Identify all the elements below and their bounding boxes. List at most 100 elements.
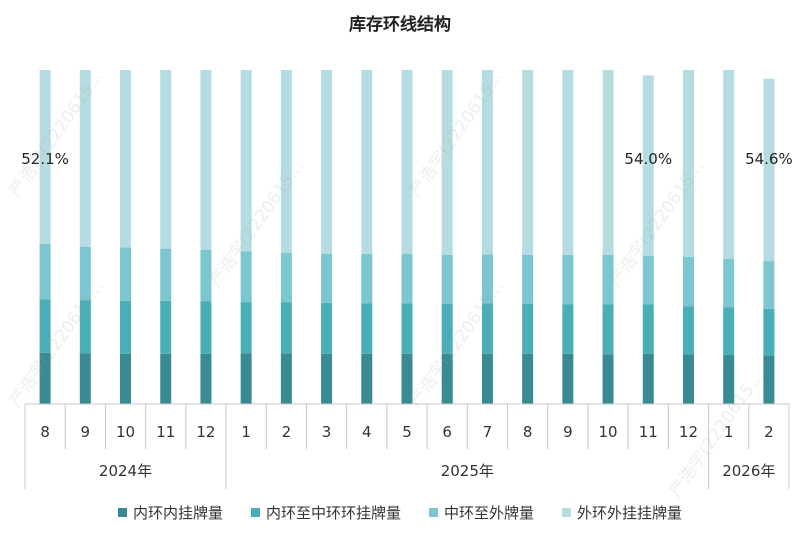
- bar-segment-s3-14: [602, 70, 614, 256]
- x-tick-label-1: 9: [81, 423, 91, 441]
- bar-segment-s2-3: [160, 248, 172, 301]
- legend-item-inner-middle: 内环至中环环挂牌量: [250, 502, 401, 523]
- bar-segment-s3-1: [79, 70, 91, 247]
- x-tick-label-16: 12: [679, 423, 698, 441]
- bar-segment-s3-17: [723, 70, 735, 260]
- bar-segment-s0-14: [602, 354, 614, 404]
- legend: 内环内挂牌量 内环至中环环挂牌量 中环至外牌量 外环外挂挂牌量: [0, 502, 800, 523]
- bar-segment-s3-5: [240, 70, 252, 252]
- x-tick-label-6: 2: [282, 423, 292, 441]
- bar-segment-s1-17: [723, 307, 735, 355]
- x-tick-label-2: 10: [116, 423, 135, 441]
- bar-segment-s3-11: [481, 70, 493, 255]
- bar-segment-s3-16: [682, 70, 694, 258]
- bar-segment-s3-4: [200, 70, 212, 250]
- bar-segment-s1-6: [280, 302, 292, 354]
- bar-segment-s0-2: [120, 353, 132, 404]
- bar-segment-s2-2: [120, 247, 132, 301]
- bar-segment-s1-2: [120, 300, 132, 354]
- bar-segment-s0-11: [481, 353, 493, 404]
- bar-segment-s3-10: [441, 70, 453, 255]
- x-tick-label-17: 1: [724, 423, 734, 441]
- x-tick-label-3: 11: [156, 423, 175, 441]
- bar-segment-s3-12: [522, 70, 534, 255]
- chart-title: 库存环线结构: [349, 15, 451, 35]
- legend-swatch-middle-outer: [429, 508, 438, 517]
- x-tick-label-13: 9: [563, 423, 573, 441]
- x-tick-label-14: 10: [599, 423, 618, 441]
- bar-segment-s1-16: [682, 306, 694, 355]
- bar-segment-s3-13: [562, 70, 574, 256]
- bar-segment-s2-4: [200, 249, 212, 302]
- bar-segment-s2-0: [39, 244, 51, 300]
- bar-segment-s0-6: [280, 353, 292, 404]
- x-tick-label-7: 3: [322, 423, 332, 441]
- bar-segment-s1-11: [481, 303, 493, 354]
- legend-label-inner: 内环内挂牌量: [132, 504, 223, 522]
- legend-item-inner: 内环内挂牌量: [117, 502, 223, 523]
- bar-segment-s3-7: [321, 70, 333, 254]
- bar-segment-s3-6: [280, 70, 292, 253]
- year-label-0: 2024年: [99, 462, 152, 480]
- bar-segment-s2-13: [562, 255, 574, 305]
- bar-segment-s0-12: [522, 353, 534, 404]
- bar-segment-s1-1: [79, 300, 91, 354]
- bar-segment-s0-8: [361, 353, 373, 404]
- bar-segment-s2-15: [642, 255, 654, 305]
- legend-swatch-inner-middle: [250, 508, 260, 517]
- data-label-2: 54.6%: [745, 150, 793, 168]
- bar-segment-s2-7: [321, 253, 333, 303]
- bar-segment-s0-15: [642, 353, 654, 404]
- legend-label-outer: 外环外挂挂牌量: [577, 504, 683, 522]
- bar-segment-s3-0: [39, 70, 51, 245]
- bar-segment-s1-3: [160, 300, 172, 354]
- bar-segment-s1-5: [240, 302, 252, 354]
- bar-segment-s2-9: [401, 254, 413, 304]
- bar-segment-s2-1: [79, 246, 91, 301]
- year-label-2: 2026年: [722, 462, 775, 480]
- legend-label-inner-middle: 内环至中环环挂牌量: [265, 504, 401, 522]
- bar-segment-s0-5: [240, 353, 252, 404]
- x-tick-label-5: 1: [241, 423, 251, 441]
- bar-segment-s1-14: [602, 304, 614, 355]
- legend-item-outer: 外环外挂挂牌量: [562, 502, 682, 523]
- bar-segment-s3-15: [642, 75, 654, 256]
- bar-segment-s0-4: [200, 353, 212, 404]
- bar-segment-s0-0: [39, 352, 51, 404]
- bar-segment-s1-12: [522, 303, 534, 354]
- bar-segment-s0-7: [321, 353, 333, 404]
- x-tick-label-18: 2: [764, 423, 774, 441]
- bar-segment-s0-1: [79, 353, 91, 404]
- bar-segment-s0-9: [401, 353, 413, 404]
- bar-segment-s1-10: [441, 303, 453, 354]
- bar-segment-s2-17: [723, 259, 735, 308]
- bar-segment-s0-17: [723, 354, 735, 404]
- bar-segment-s1-9: [401, 303, 413, 354]
- bar-segment-s2-14: [602, 255, 614, 305]
- x-tick-label-8: 4: [362, 423, 372, 441]
- bar-segment-s2-10: [441, 254, 453, 304]
- bar-segment-s3-18: [763, 78, 775, 262]
- bar-segment-s2-8: [361, 254, 373, 304]
- bar-segment-s3-8: [361, 70, 373, 255]
- bar-segment-s2-11: [481, 254, 493, 304]
- legend-swatch-outer: [562, 508, 572, 517]
- bar-segment-s0-16: [682, 354, 694, 404]
- x-tick-label-15: 11: [639, 423, 658, 441]
- bar-segment-s2-5: [240, 251, 252, 303]
- bar-segment-s0-18: [763, 355, 775, 404]
- x-tick-label-10: 6: [442, 423, 452, 441]
- data-label-1: 54.0%: [624, 150, 672, 168]
- x-tick-label-0: 8: [40, 423, 50, 441]
- legend-item-middle-outer: 中环至外牌量: [429, 502, 534, 523]
- legend-label-middle-outer: 中环至外牌量: [444, 504, 535, 522]
- bar-segment-s0-10: [441, 353, 453, 404]
- year-label-1: 2025年: [441, 462, 494, 480]
- bar-segment-s1-0: [39, 299, 51, 353]
- bar-segment-s3-2: [120, 70, 132, 248]
- data-label-0: 52.1%: [21, 150, 69, 168]
- x-tick-label-12: 8: [523, 423, 533, 441]
- bar-segment-s1-15: [642, 304, 654, 354]
- bar-segment-s1-8: [361, 303, 373, 354]
